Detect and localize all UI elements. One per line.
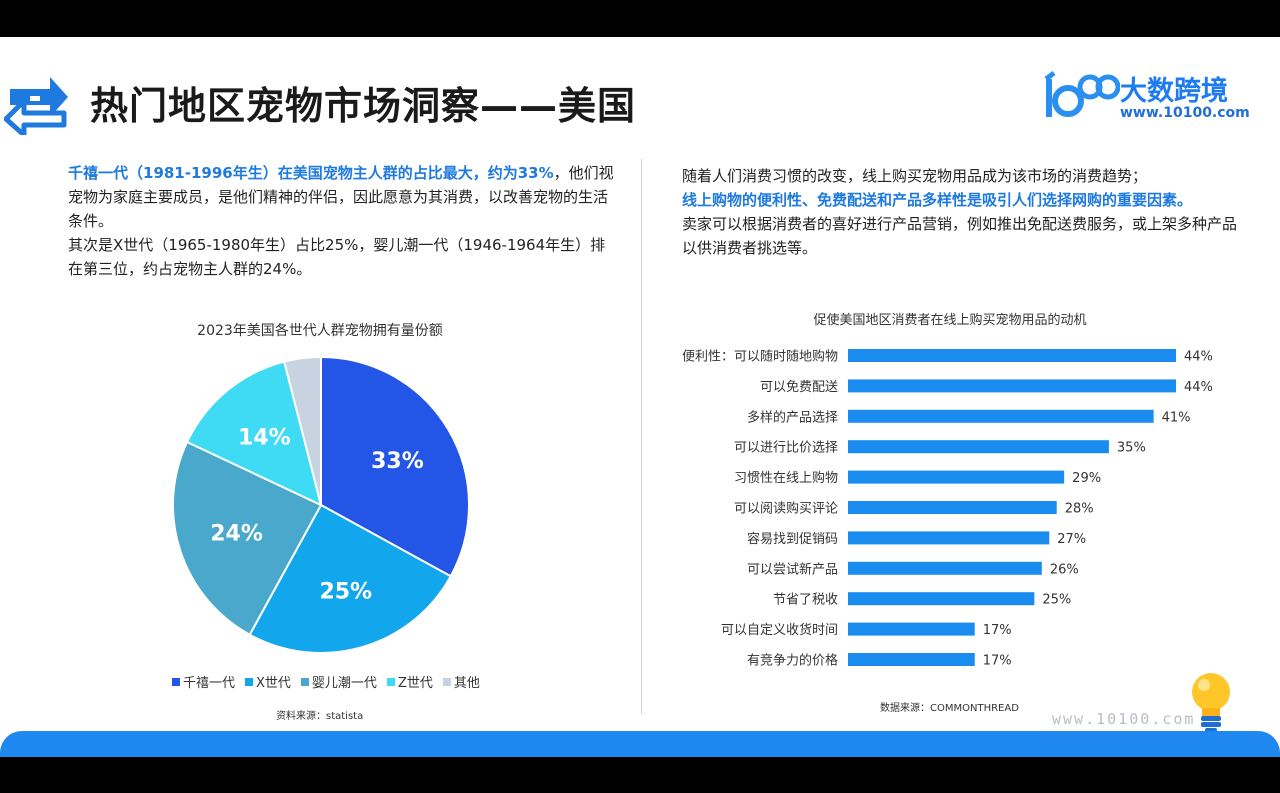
bar xyxy=(848,409,1154,423)
pie-label-0: 33% xyxy=(371,449,424,474)
bar-chart-title: 促使美国地区消费者在线上购买宠物用品的动机 xyxy=(813,313,1087,328)
bar-category-label: 可以免费配送 xyxy=(760,380,838,395)
pie-chart: 33% 25% 24% 14% xyxy=(172,355,470,654)
legend-label-2: 婴儿潮一代 xyxy=(311,676,377,691)
legend-swatch-3 xyxy=(386,677,395,686)
swap-arrows-icon xyxy=(4,77,68,135)
bar xyxy=(848,379,1176,393)
left-highlight: 千禧一代（1981-1996年生）在美国宠物主人群的占比最大，约为33% xyxy=(68,164,554,182)
column-divider xyxy=(641,159,642,714)
pie-slice-0 xyxy=(320,355,470,578)
bar-category-label: 可以阅读购买评论 xyxy=(734,501,838,517)
bar-value-label: 44% xyxy=(1184,350,1213,365)
pie-slice-1 xyxy=(248,503,453,654)
right-paragraph: 随着人们消费习惯的改变，线上购买宠物用品成为该市场的消费趋势； 线上购物的便利性… xyxy=(682,164,1242,260)
bar-value-label: 44% xyxy=(1184,380,1213,395)
bar-value-label: 17% xyxy=(983,623,1012,638)
legend-label-4: 其他 xyxy=(453,676,480,691)
pie-legend: 千禧一代 X世代 婴儿潮一代 Z世代 其他 xyxy=(172,672,480,691)
bar-category-label: 节省了税收 xyxy=(773,593,838,608)
pie-slice-2 xyxy=(172,440,323,637)
left-paragraph: 千禧一代（1981-1996年生）在美国宠物主人群的占比最大，约为33%，他们视… xyxy=(68,161,616,281)
bar xyxy=(848,622,975,636)
legend-label-0: 千禧一代 xyxy=(183,676,236,691)
right-paragraph-1: 随着人们消费习惯的改变，线上购买宠物用品成为该市场的消费趋势； xyxy=(682,167,1148,185)
slide: 热门地区宠物市场洞察——美国 大数跨境 www.10100.com 千禧一代（1… xyxy=(0,37,1280,757)
pie-label-2: 24% xyxy=(210,521,263,546)
bar-source: 数据来源：COMMONTHREAD xyxy=(880,703,1019,714)
brand-name: 大数跨境 xyxy=(1120,76,1228,107)
legend-swatch-2 xyxy=(300,677,309,686)
bar xyxy=(848,501,1057,514)
legend-item-1: X世代 xyxy=(245,672,291,691)
bar-category-label: 可以自定义收货时间 xyxy=(721,622,838,638)
bar-value-label: 35% xyxy=(1117,441,1146,456)
bar xyxy=(848,470,1065,484)
legend-item-2: 婴儿潮一代 xyxy=(300,672,377,691)
pie-slice-4 xyxy=(282,355,322,506)
lightbulb-icon xyxy=(1192,673,1230,732)
brand-mark-icon xyxy=(1044,71,1120,117)
legend-label-3: Z世代 xyxy=(397,676,433,691)
bar-value-label: 25% xyxy=(1042,593,1071,608)
bar xyxy=(848,531,1050,545)
bar-category-label: 可以尝试新产品 xyxy=(747,561,838,577)
left-paragraph-1: 千禧一代（1981-1996年生）在美国宠物主人群的占比最大，约为33%，他们视… xyxy=(68,161,616,233)
pie-label-3: 14% xyxy=(238,426,291,451)
bar-category-label: 习惯性在线上购物 xyxy=(734,470,838,486)
legend-item-4: 其他 xyxy=(442,672,480,691)
bar-value-label: 26% xyxy=(1050,562,1079,577)
bar-value-label: 29% xyxy=(1072,471,1101,486)
legend-item-0: 千禧一代 xyxy=(172,672,235,691)
right-highlight: 线上购物的便利性、免费配送和产品多样性是吸引人们选择网购的重要因素。 xyxy=(682,191,1193,209)
bar-category-label: 多样的产品选择 xyxy=(747,409,838,425)
bar-value-label: 17% xyxy=(983,654,1012,669)
brand-url: www.10100.com xyxy=(1120,105,1250,121)
legend-item-3: Z世代 xyxy=(386,672,433,691)
pie-label-1: 25% xyxy=(319,579,372,604)
right-paragraph-3: 卖家可以根据消费者的喜好进行产品营销，例如推出免配送费服务，或上架多种产品以供消… xyxy=(682,215,1238,257)
bar-category-label: 有竞争力的价格 xyxy=(747,653,838,669)
bar xyxy=(848,561,1042,575)
bar-category-label: 便利性：可以随时随地购物 xyxy=(682,349,838,365)
legend-swatch-1 xyxy=(245,677,254,686)
bar xyxy=(848,592,1035,606)
bar xyxy=(848,440,1109,454)
pie-slice-3 xyxy=(185,360,323,507)
pie-chart-title: 2023年美国各世代人群宠物拥有量份额 xyxy=(197,323,443,339)
legend-label-1: X世代 xyxy=(256,676,291,691)
bar xyxy=(848,653,975,666)
bar-value-label: 41% xyxy=(1162,410,1191,425)
footer-band xyxy=(0,731,1280,757)
bar-chart: 便利性：可以随时随地购物 44% 可以免费配送 44% 多样的产品选择 41% 可以进行比价… xyxy=(682,349,1213,669)
legend-swatch-0 xyxy=(172,677,180,686)
bar-category-label: 可以进行比价选择 xyxy=(734,441,838,456)
bar-value-label: 27% xyxy=(1057,532,1086,547)
legend-swatch-4 xyxy=(442,677,451,686)
watermark: www.10100.com xyxy=(1052,710,1196,728)
pie-source: 资料来源：statista xyxy=(276,711,364,722)
brand-logo: 大数跨境 www.10100.com xyxy=(1040,67,1250,127)
left-paragraph-2: 其次是X世代（1965-1980年生）占比25%，婴儿潮一代（1946-1964… xyxy=(68,236,606,278)
page-title: 热门地区宠物市场洞察——美国 xyxy=(90,84,637,128)
bar-category-label: 容易找到促销码 xyxy=(747,531,838,547)
bar xyxy=(848,349,1176,362)
bar-value-label: 28% xyxy=(1065,502,1094,517)
left-paragraph-1-rest: ，他们视宠物为家庭主要成员，是他们精神的伴侣，因此愿意为其消费，以改善宠物的生活… xyxy=(68,164,614,230)
